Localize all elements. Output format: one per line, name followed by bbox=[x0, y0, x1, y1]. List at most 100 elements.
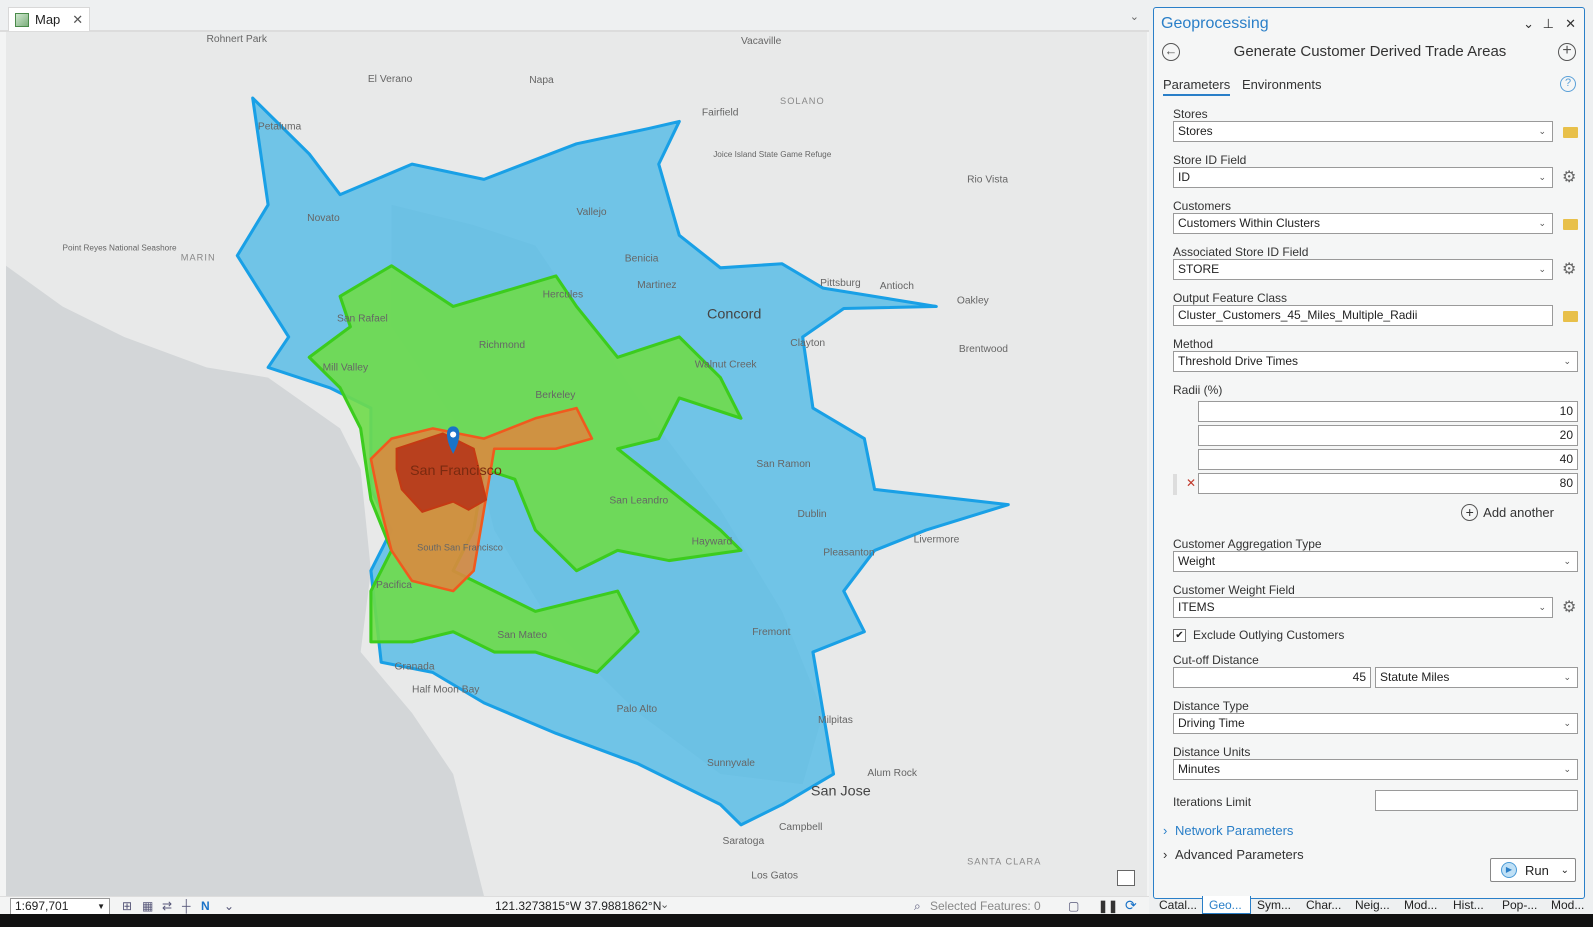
tab-geoprocessing[interactable]: Geo... bbox=[1202, 896, 1251, 914]
network-parameters-expander[interactable]: › Network Parameters bbox=[1163, 823, 1294, 838]
map-icon bbox=[15, 12, 29, 27]
gear-icon[interactable]: ⚙ bbox=[1562, 261, 1577, 278]
add-icon: + bbox=[1461, 504, 1479, 521]
tab-symbology[interactable]: Sym... bbox=[1257, 898, 1292, 912]
label-rohnert-park: Rohnert Park bbox=[206, 34, 267, 45]
label-dublin: Dublin bbox=[798, 509, 827, 520]
label-fremont: Fremont bbox=[752, 627, 790, 638]
radius-input[interactable]: 80 bbox=[1198, 473, 1578, 494]
filter-icon[interactable]: ▢ bbox=[1068, 899, 1080, 913]
label-pittsburg: Pittsburg bbox=[820, 278, 861, 289]
refresh-icon[interactable]: ⟳ bbox=[1125, 897, 1137, 913]
row-drag-handle[interactable] bbox=[1173, 474, 1177, 495]
add-icon[interactable]: + bbox=[1558, 43, 1576, 61]
radius-input[interactable]: 20 bbox=[1198, 425, 1578, 446]
advanced-parameters-expander[interactable]: › Advanced Parameters bbox=[1163, 847, 1304, 862]
tab-model-2[interactable]: Mod... bbox=[1551, 898, 1585, 912]
gear-icon[interactable]: ⚙ bbox=[1562, 169, 1577, 186]
map-status-bar: 1:697,701 ▼ ⊞ ▦ ⇄ ┼ N ⌄ 121.3273815°W 37.… bbox=[0, 896, 1149, 915]
snapping-icon[interactable]: ⇄ bbox=[162, 899, 173, 913]
run-button[interactable]: ▶ Run ⌄ bbox=[1490, 858, 1576, 882]
distance-type-select[interactable]: Driving Time ⌄ bbox=[1173, 713, 1578, 734]
iterations-input[interactable] bbox=[1375, 790, 1578, 811]
method-select[interactable]: Threshold Drive Times ⌄ bbox=[1173, 351, 1578, 372]
distance-units-select[interactable]: Minutes ⌄ bbox=[1173, 759, 1578, 780]
tab-history[interactable]: Hist... bbox=[1453, 898, 1484, 912]
gear-icon[interactable]: ⚙ bbox=[1562, 599, 1577, 616]
bottom-pane-tabs: Catal... Geo... Sym... Char... Neig... M… bbox=[1153, 896, 1593, 914]
assoc-store-id-select[interactable]: STORE ⌄ bbox=[1173, 259, 1553, 280]
cutoff-input[interactable]: 45 bbox=[1173, 667, 1371, 688]
tab-environments[interactable]: Environments bbox=[1242, 77, 1322, 92]
constraints-icon[interactable]: ┼ bbox=[182, 899, 191, 913]
folder-icon[interactable] bbox=[1563, 311, 1578, 322]
add-another-button[interactable]: + Add another bbox=[1461, 504, 1554, 521]
label-san-rafael: San Rafael bbox=[337, 314, 388, 325]
chevron-down-icon[interactable]: ⌄ bbox=[1560, 864, 1569, 876]
store-id-field-select[interactable]: ID ⌄ bbox=[1173, 167, 1553, 188]
folder-icon[interactable] bbox=[1563, 219, 1578, 230]
attribution-icon[interactable] bbox=[1117, 870, 1135, 886]
network-parameters-label: Network Parameters bbox=[1174, 823, 1294, 838]
weight-field-select[interactable]: ITEMS ⌄ bbox=[1173, 597, 1553, 618]
aggregation-type-select[interactable]: Weight ⌄ bbox=[1173, 551, 1578, 572]
weight-field-label: Customer Weight Field bbox=[1173, 583, 1295, 597]
label-solano: SOLANO bbox=[780, 96, 825, 106]
label-fairfield: Fairfield bbox=[702, 107, 739, 118]
pin-icon[interactable]: ⊥ bbox=[1542, 16, 1554, 31]
add-grid-icon[interactable]: ⊞ bbox=[122, 899, 133, 913]
customers-select[interactable]: Customers Within Clusters ⌄ bbox=[1173, 213, 1553, 234]
map-canvas[interactable]: Rohnert Park Vacaville El Verano Napa Pe… bbox=[6, 32, 1147, 896]
store-marker[interactable] bbox=[446, 426, 460, 454]
label-walnut-creek: Walnut Creek bbox=[695, 359, 758, 370]
tab-parameters[interactable]: Parameters bbox=[1163, 77, 1231, 96]
tool-title: Generate Customer Derived Trade Areas bbox=[1233, 43, 1507, 60]
scale-selector[interactable]: 1:697,701 ▼ bbox=[10, 898, 110, 915]
tab-catalog[interactable]: Catal... bbox=[1159, 898, 1198, 912]
table-icon[interactable]: ▦ bbox=[142, 899, 154, 913]
pane-title: Geoprocessing bbox=[1161, 15, 1269, 32]
help-icon[interactable]: ? bbox=[1560, 76, 1576, 92]
chevron-down-icon[interactable]: ⌄ bbox=[660, 899, 670, 911]
chevron-down-icon[interactable]: ⌄ bbox=[1129, 11, 1139, 23]
folder-icon[interactable] bbox=[1563, 127, 1578, 138]
stores-select[interactable]: Stores ⌄ bbox=[1173, 121, 1553, 142]
cutoff-label: Cut-off Distance bbox=[1173, 653, 1259, 667]
coordinate-readout: 121.3273815°W 37.9881862°N bbox=[495, 899, 662, 913]
label-los-gatos: Los Gatos bbox=[751, 871, 798, 882]
chevron-down-icon[interactable]: ⌄ bbox=[224, 899, 235, 913]
screen-border bbox=[0, 914, 1593, 927]
tab-chart[interactable]: Char... bbox=[1306, 898, 1342, 912]
distance-units-value: Minutes bbox=[1178, 762, 1221, 776]
output-fc-label: Output Feature Class bbox=[1173, 291, 1288, 305]
radius-input[interactable]: 40 bbox=[1198, 449, 1578, 470]
tab-model[interactable]: Mod... bbox=[1404, 898, 1438, 912]
map-svg: Rohnert Park Vacaville El Verano Napa Pe… bbox=[6, 34, 1040, 896]
exclude-outlying-checkbox[interactable]: ✔ bbox=[1173, 629, 1186, 642]
tab-popup[interactable]: Pop-... bbox=[1502, 898, 1538, 912]
tab-map[interactable]: Map ✕ bbox=[8, 7, 91, 31]
exclude-outlying-label: Exclude Outlying Customers bbox=[1193, 628, 1345, 642]
close-icon[interactable]: ✕ bbox=[72, 11, 84, 27]
label-marin: MARIN bbox=[181, 253, 216, 263]
label-antioch: Antioch bbox=[880, 281, 915, 292]
method-label: Method bbox=[1173, 337, 1214, 351]
pause-icon[interactable]: ❚❚ bbox=[1098, 899, 1119, 913]
label-hayward: Hayward bbox=[692, 536, 733, 547]
label-milpitas: Milpitas bbox=[818, 715, 853, 726]
delete-icon[interactable]: ✕ bbox=[1186, 476, 1197, 490]
north-arrow-icon[interactable]: N bbox=[201, 899, 210, 913]
output-fc-input[interactable]: Cluster_Customers_45_Miles_Multiple_Radi… bbox=[1173, 305, 1553, 326]
radius-input[interactable]: 10 bbox=[1198, 401, 1578, 422]
label-benicia: Benicia bbox=[625, 254, 659, 265]
tab-neighborhood[interactable]: Neig... bbox=[1355, 898, 1390, 912]
label-rio-vista: Rio Vista bbox=[967, 174, 1008, 185]
back-icon[interactable]: ← bbox=[1162, 43, 1180, 61]
chevron-down-icon[interactable]: ⌄ bbox=[1523, 16, 1534, 31]
label-hercules: Hercules bbox=[543, 289, 584, 300]
select-features-icon[interactable]: ⌕ bbox=[914, 899, 921, 913]
cutoff-unit-select[interactable]: Statute Miles ⌄ bbox=[1375, 667, 1578, 688]
distance-type-label: Distance Type bbox=[1173, 699, 1249, 713]
label-half-moon-bay: Half Moon Bay bbox=[412, 685, 480, 696]
close-icon[interactable]: ✕ bbox=[1565, 16, 1576, 31]
